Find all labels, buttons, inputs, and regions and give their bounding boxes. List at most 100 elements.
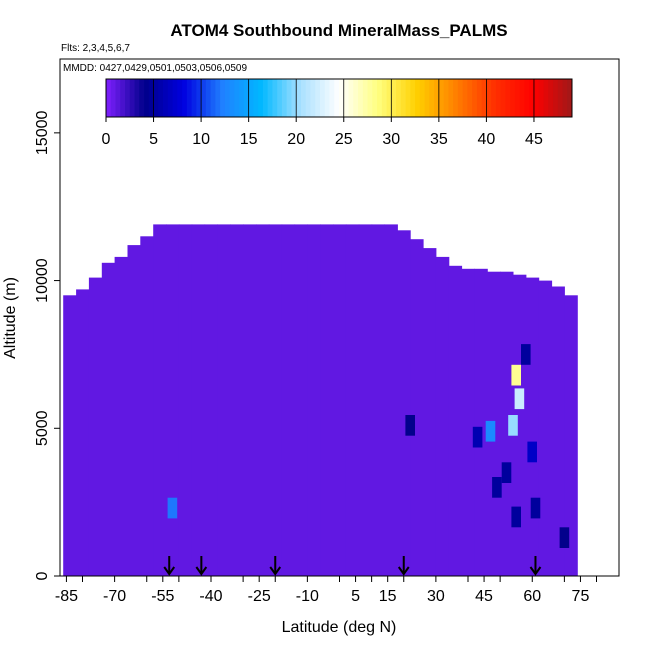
colorbar-segment xyxy=(305,79,311,117)
colorbar-segment xyxy=(262,79,269,117)
coverage-column xyxy=(230,224,244,576)
x-axis-tick-label: 30 xyxy=(427,588,445,605)
x-axis-tick-label: 45 xyxy=(475,588,493,605)
colorbar-segment xyxy=(457,79,464,117)
colorbar-segment xyxy=(315,79,321,117)
coverage-column xyxy=(88,277,103,576)
y-axis-tick-label: 15000 xyxy=(34,111,51,156)
flight-marker-arrow xyxy=(397,556,410,576)
coverage-column xyxy=(333,224,347,576)
x-axis: -85 -70 -55 -40 -25 -10 5 15 30 45 60 75 xyxy=(55,576,598,605)
hotspot-cell xyxy=(508,415,518,436)
colorbar-segment xyxy=(510,79,516,117)
colorbar-tick-label: 40 xyxy=(478,131,496,148)
coverage-column xyxy=(371,224,385,576)
flight-marker-arrow xyxy=(529,556,542,576)
coverage-column xyxy=(384,224,398,576)
coverage-column xyxy=(191,224,206,576)
hotspot-cell xyxy=(559,527,570,548)
colorbar-segment xyxy=(148,79,154,117)
coverage-column xyxy=(127,245,141,576)
colorbar: 0 5 10 15 20 25 30 35 40 45 xyxy=(102,78,573,148)
colorbar-segment xyxy=(400,79,406,117)
coverage-column xyxy=(320,224,334,576)
colorbar-segment xyxy=(529,79,535,117)
colorbar-segment xyxy=(429,79,435,117)
flight-marker-arrow xyxy=(163,556,176,576)
y-axis-label: Altitude (m) xyxy=(2,277,19,359)
coverage-column xyxy=(461,268,475,576)
hotspot-cell xyxy=(167,497,178,519)
coverage-column xyxy=(101,262,116,576)
colorbar-segment xyxy=(296,79,302,117)
colorbar-tick-label: 35 xyxy=(430,131,448,148)
dates-note: MMDD: 0427,0429,0501,0503,0506,0509 xyxy=(63,63,247,74)
colorbar-tick-label: 20 xyxy=(287,131,305,148)
y-axis: 0 5000 10000 15000 xyxy=(34,111,60,580)
colorbar-segment xyxy=(543,79,549,117)
coverage-column xyxy=(307,224,321,576)
coverage-column xyxy=(76,289,90,576)
hotspot-cell xyxy=(511,364,521,386)
hotspot-cell xyxy=(514,388,525,410)
colorbar-segment xyxy=(415,79,421,117)
colorbar-segment xyxy=(434,79,440,117)
hotspot-cell xyxy=(405,415,415,436)
hotspot-cell xyxy=(492,477,502,498)
colorbar-segment xyxy=(462,79,468,117)
colorbar-segment xyxy=(324,79,330,117)
y-axis-tick-label: 0 xyxy=(34,571,51,580)
colorbar-segment xyxy=(205,79,212,117)
colorbar-segment xyxy=(163,79,169,117)
colorbar-segment xyxy=(481,79,487,117)
coverage-column xyxy=(256,224,270,576)
colorbar-segment xyxy=(552,79,559,117)
colorbar-segment xyxy=(410,79,416,117)
colorbar-segment xyxy=(153,79,159,117)
x-axis-label: Latitude (deg N) xyxy=(282,619,397,636)
flight-marker-arrow xyxy=(195,556,208,576)
coverage-column xyxy=(178,224,193,576)
colorbar-segment xyxy=(391,79,397,117)
colorbar-segment xyxy=(424,79,430,117)
colorbar-segment xyxy=(300,79,307,117)
coverage-column xyxy=(525,277,540,576)
colorbar-segment xyxy=(334,79,340,117)
colorbar-segment xyxy=(362,79,368,117)
coverage-column xyxy=(63,295,77,576)
colorbar-tick-label: 5 xyxy=(149,131,158,148)
colorbar-segment xyxy=(396,79,402,117)
coverage-column xyxy=(140,236,154,577)
colorbar-segment xyxy=(253,79,259,117)
colorbar-segment xyxy=(405,79,411,117)
colorbar-tick-label: 0 xyxy=(102,131,111,148)
coverage-column xyxy=(448,265,463,576)
colorbar-segment xyxy=(467,79,473,117)
colorbar-frame xyxy=(105,78,573,118)
colorbar-segment xyxy=(125,79,131,117)
colorbar-segment xyxy=(215,79,221,117)
coverage-column xyxy=(294,224,308,576)
x-axis-tick-label: -55 xyxy=(151,588,174,605)
hotspot-cell xyxy=(485,420,496,442)
colorbar-segment xyxy=(519,79,525,117)
colorbar-segment xyxy=(557,79,563,117)
colorbar-segment xyxy=(438,79,445,117)
coverage-column xyxy=(114,256,128,576)
coverage-column xyxy=(500,271,514,576)
colorbar-tick-label: 25 xyxy=(335,131,353,148)
colorbar-segment xyxy=(291,79,297,117)
colorbar-segment xyxy=(234,79,240,117)
coverage-column xyxy=(268,224,283,576)
colorbar-segment xyxy=(567,79,573,117)
coverage-column xyxy=(410,239,424,576)
coverage-column xyxy=(551,286,565,576)
hotspot-cell xyxy=(472,426,483,448)
hotspot-cell xyxy=(527,441,537,463)
colorbar-segment xyxy=(524,79,530,117)
colorbar-segment xyxy=(224,79,231,117)
colorbar-segment xyxy=(453,79,459,117)
y-axis-tick-label: 10000 xyxy=(34,258,51,303)
colorbar-segment xyxy=(267,79,273,117)
colorbar-segment xyxy=(134,79,140,117)
